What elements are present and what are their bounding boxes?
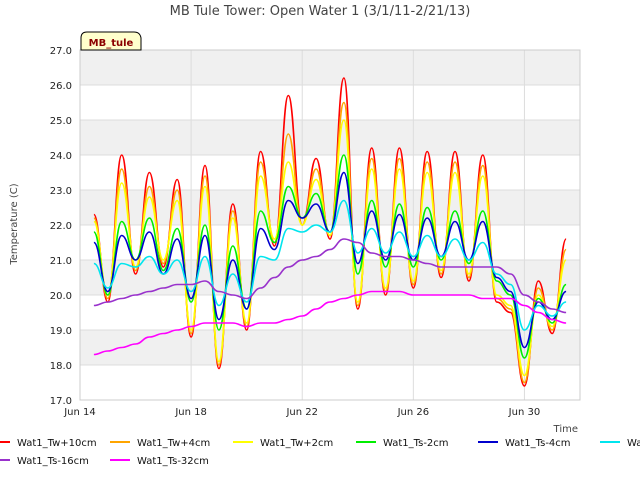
grid-band (80, 50, 580, 85)
legend-label: Wat1_Tw+4cm (137, 438, 210, 449)
y-tick-label: 27.0 (50, 46, 72, 57)
legend-item: Wat1_Ts-2cm (356, 438, 449, 449)
legend-item: Wat1_Ts-16cm (0, 456, 89, 467)
series-line-7 (93, 238, 567, 314)
series-layer (93, 77, 567, 387)
x-tick-label: Jun 18 (174, 407, 207, 418)
y-tick-label: 24.0 (50, 151, 72, 162)
legend-label: Wat1_Ts-8cm (627, 438, 640, 449)
grid-band (80, 120, 580, 155)
legend-label: Wat1_Ts-4cm (505, 438, 571, 449)
grid-band (80, 330, 580, 365)
legend-item: Wat1_Ts-4cm (478, 438, 571, 449)
legend-label: Wat1_Ts-32cm (137, 456, 209, 467)
y-tick-label: 25.0 (50, 116, 72, 127)
y-axis-title: Temperature (C) (9, 183, 20, 265)
legend-label: Wat1_Ts-16cm (17, 456, 89, 467)
x-tick-label: Jun 22 (285, 407, 318, 418)
y-tick-label: 19.0 (50, 326, 72, 337)
y-axis: 17.0 18.0 19.0 20.0 21.0 22.0 23.0 24.0 25.0 26.0… (50, 46, 72, 407)
legend-label: Wat1_Ts-2cm (383, 438, 449, 449)
legend-label: Wat1_Tw+10cm (17, 438, 97, 449)
y-tick-label: 21.0 (50, 256, 72, 267)
grid-band (80, 190, 580, 225)
legend-item: Wat1_Ts-8cm (600, 438, 640, 449)
x-tick-label: Jun 26 (397, 407, 430, 418)
series-line-8 (93, 290, 567, 356)
legend-item: Wat1_Tw+4cm (110, 438, 210, 449)
x-tick-label: Jun 30 (508, 407, 541, 418)
legend: Wat1_Tw+10cm Wat1_Tw+4cm Wat1_Tw+2cm Wat1_T… (0, 438, 640, 467)
y-tick-label: 20.0 (50, 291, 72, 302)
x-axis-title: Time (553, 424, 578, 435)
y-tick-label: 18.0 (50, 361, 72, 372)
legend-label: Wat1_Tw+2cm (260, 438, 333, 449)
x-tick-label: Jun 14 (63, 407, 96, 418)
y-tick-label: 26.0 (50, 81, 72, 92)
y-tick-label: 22.0 (50, 221, 72, 232)
badge-label: MB_tule (89, 38, 134, 49)
y-tick-label: 23.0 (50, 186, 72, 197)
legend-item: Wat1_Tw+10cm (0, 438, 97, 449)
legend-item: Wat1_Ts-32cm (110, 456, 209, 467)
y-tick-label: 17.0 (50, 396, 72, 407)
x-axis: Jun 14 Jun 18 Jun 22 Jun 26 Jun 30 (63, 407, 540, 418)
series-line-6 (93, 199, 567, 331)
legend-item: Wat1_Tw+2cm (233, 438, 333, 449)
chart-title: MB Tule Tower: Open Water 1 (3/1/11-2/21… (170, 4, 471, 19)
plot-border (79, 49, 581, 401)
badge: MB_tule (80, 31, 142, 51)
